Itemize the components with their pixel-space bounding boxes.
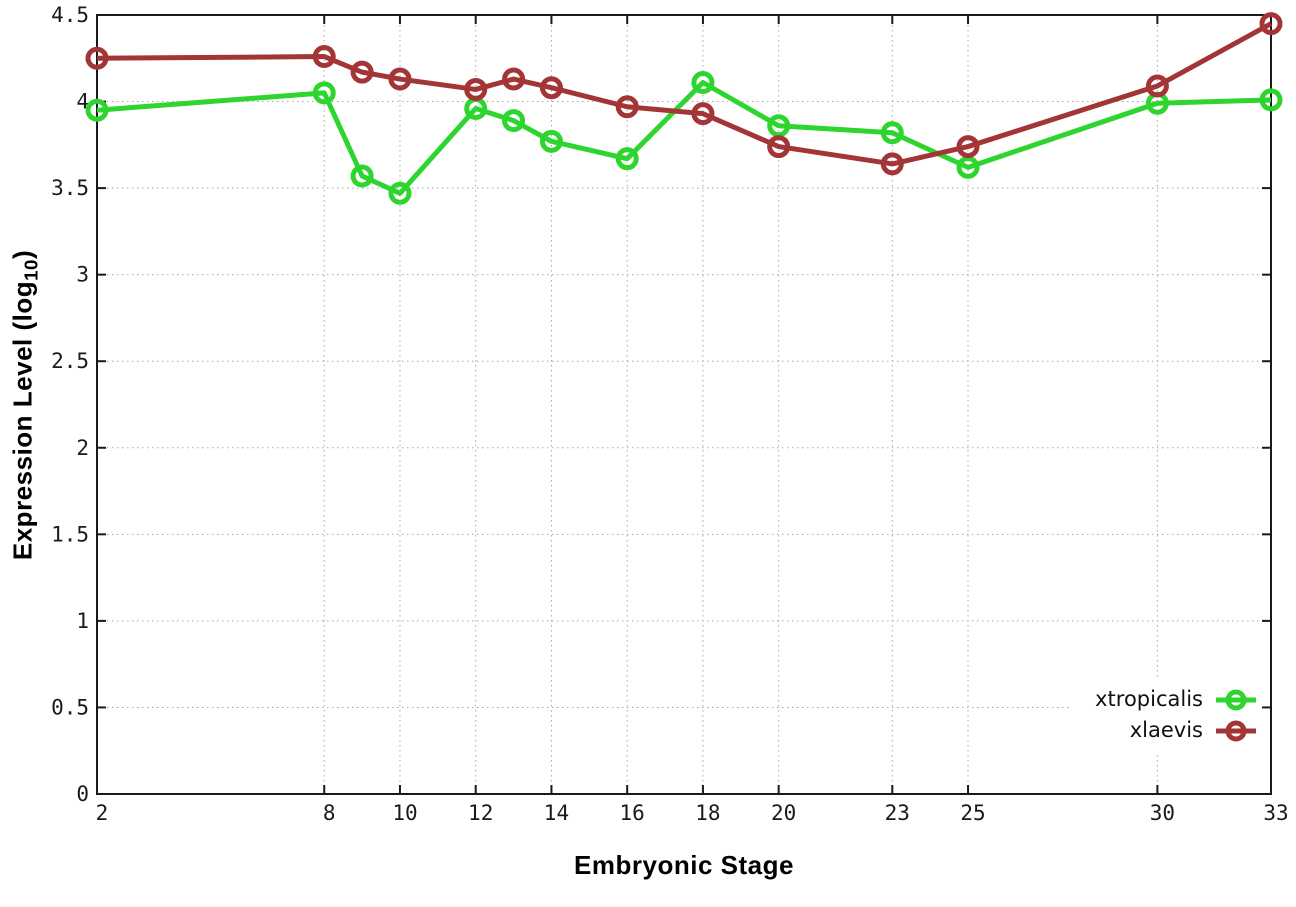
legend-item-xlaevis: xlaevis bbox=[1095, 715, 1258, 746]
data-point-marker-xlaevis bbox=[691, 102, 715, 126]
y-tick-label: 4.5 bbox=[51, 3, 89, 27]
data-point-marker-xtropicalis bbox=[312, 81, 336, 105]
x-tick-label: 25 bbox=[960, 801, 985, 825]
data-point-marker-xlaevis bbox=[312, 45, 336, 69]
data-point-marker-xlaevis bbox=[502, 67, 526, 91]
x-tick-label: 14 bbox=[544, 801, 569, 825]
y-axis-title-subscript: 10 bbox=[20, 259, 42, 281]
y-tick-label: 3.5 bbox=[51, 176, 89, 200]
data-point-marker-xtropicalis bbox=[691, 71, 715, 95]
x-tick-label: 2 bbox=[96, 801, 109, 825]
y-tick-label: 1 bbox=[76, 609, 89, 633]
data-point-marker-xlaevis bbox=[350, 60, 374, 84]
x-tick-label: 20 bbox=[771, 801, 796, 825]
y-tick-label: 1.5 bbox=[51, 522, 89, 546]
legend-label: xlaevis bbox=[1129, 718, 1203, 742]
data-point-marker-xtropicalis bbox=[539, 129, 563, 153]
data-point-marker-xlaevis bbox=[615, 95, 639, 119]
data-point-marker-xtropicalis bbox=[880, 121, 904, 145]
data-point-marker-xlaevis bbox=[880, 152, 904, 176]
y-tick-label: 3 bbox=[76, 263, 89, 287]
x-tick-label: 18 bbox=[695, 801, 720, 825]
x-tick-label: 12 bbox=[468, 801, 493, 825]
y-axis-title-main: Expression Level (log bbox=[7, 280, 38, 561]
y-tick-label: 0.5 bbox=[51, 695, 89, 719]
legend-label: xtropicalis bbox=[1095, 687, 1203, 711]
plot-frame bbox=[96, 14, 1272, 795]
x-tick-label: 23 bbox=[885, 801, 910, 825]
x-tick-label: 16 bbox=[620, 801, 645, 825]
x-tick-label: 30 bbox=[1150, 801, 1175, 825]
legend-item-xtropicalis: xtropicalis bbox=[1095, 684, 1258, 715]
legend-marker-icon bbox=[1216, 689, 1256, 710]
data-point-marker-xtropicalis bbox=[956, 155, 980, 179]
data-point-marker-xlaevis bbox=[1145, 74, 1169, 98]
x-tick-label: 8 bbox=[323, 801, 336, 825]
y-axis-title-close: ) bbox=[7, 249, 38, 260]
data-point-marker-xlaevis bbox=[464, 77, 488, 101]
data-point-marker-xtropicalis bbox=[85, 98, 109, 122]
data-point-marker-xlaevis bbox=[539, 76, 563, 100]
data-point-marker-xtropicalis bbox=[1259, 88, 1283, 112]
y-tick-label: 0 bbox=[76, 782, 89, 806]
data-point-marker-xtropicalis bbox=[388, 181, 412, 205]
data-point-marker-xlaevis bbox=[767, 135, 791, 159]
data-point-marker-xtropicalis bbox=[350, 164, 374, 188]
x-axis-title: Embryonic Stage bbox=[574, 850, 794, 880]
x-tick-label: 33 bbox=[1263, 801, 1288, 825]
y-tick-label: 2.5 bbox=[51, 349, 89, 373]
data-point-marker-xlaevis bbox=[1259, 12, 1283, 36]
legend: xtropicalis xlaevis bbox=[1095, 684, 1258, 746]
series-line-xlaevis bbox=[96, 21, 1273, 167]
data-point-marker-xlaevis bbox=[85, 46, 109, 70]
data-point-marker-xtropicalis bbox=[767, 114, 791, 138]
data-point-marker-xtropicalis bbox=[502, 109, 526, 133]
y-axis-title: Expression Level (log10) bbox=[8, 250, 43, 560]
data-point-marker-xtropicalis bbox=[615, 147, 639, 171]
legend-marker-icon bbox=[1216, 720, 1256, 741]
y-tick-label: 2 bbox=[76, 436, 89, 460]
data-point-marker-xlaevis bbox=[956, 135, 980, 159]
data-point-marker-xlaevis bbox=[388, 67, 412, 91]
x-tick-label: 10 bbox=[392, 801, 417, 825]
